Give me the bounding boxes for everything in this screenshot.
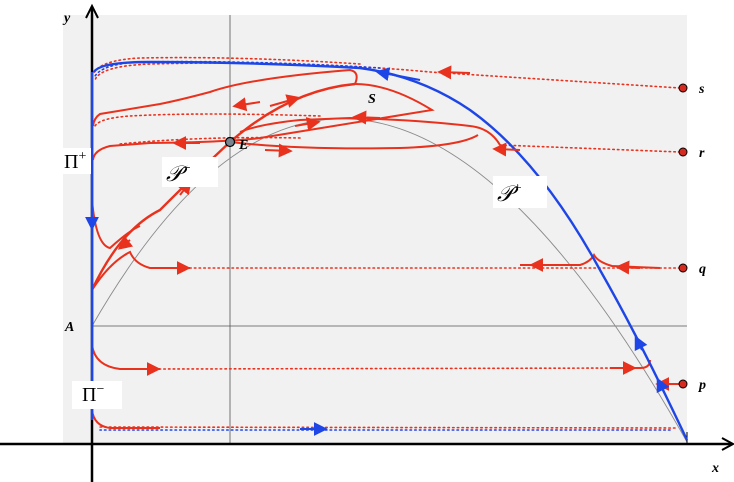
- orbit-q-right: [520, 252, 661, 269]
- y-axis-arrow: [85, 3, 99, 19]
- x-axis-arrow: [721, 437, 734, 451]
- orbit-q-left: [91, 250, 190, 291]
- point-s: [678, 83, 688, 93]
- pi-plus-label: Π+: [64, 149, 86, 173]
- orbit-r-solid: [239, 116, 501, 146]
- label-r: r: [699, 146, 705, 161]
- p-plus-label-bg: [493, 176, 547, 208]
- stable-manifold-p-plus: [92, 60, 689, 441]
- orbit-p-dotted: [159, 367, 641, 370]
- orbit-s-loop: [92, 68, 358, 127]
- label-S: S: [368, 92, 376, 107]
- orbit-equilibrium-right: [229, 134, 479, 150]
- parabola-curve: [91, 118, 688, 443]
- orbit-top-2: [92, 56, 361, 75]
- point-q: [678, 263, 688, 273]
- orbit-bottom-dotted-red: [99, 426, 676, 429]
- pi-minus-label: Π−: [82, 382, 104, 406]
- orbit-r-dotted: [499, 144, 681, 153]
- orbit-mid-left-dotted: [119, 136, 301, 145]
- label-s: s: [698, 82, 705, 97]
- equilibrium-E: [224, 136, 236, 148]
- x-axis-label: x: [711, 461, 719, 476]
- point-r: [678, 147, 688, 157]
- label-E: E: [238, 138, 248, 153]
- blue-arrows: [85, 67, 670, 436]
- orbit-s-solid: [92, 83, 435, 161]
- pi-plus-label-bg: [62, 148, 91, 174]
- point-p: [678, 379, 688, 389]
- orbit-upper-left-dotted: [94, 113, 321, 127]
- label-q: q: [699, 262, 706, 277]
- p-minus-label-bg: [162, 157, 218, 187]
- pi-minus-label-bg: [72, 381, 122, 409]
- label-p: p: [698, 378, 706, 393]
- y-axis-label: y: [62, 11, 71, 26]
- label-A: A: [64, 320, 74, 335]
